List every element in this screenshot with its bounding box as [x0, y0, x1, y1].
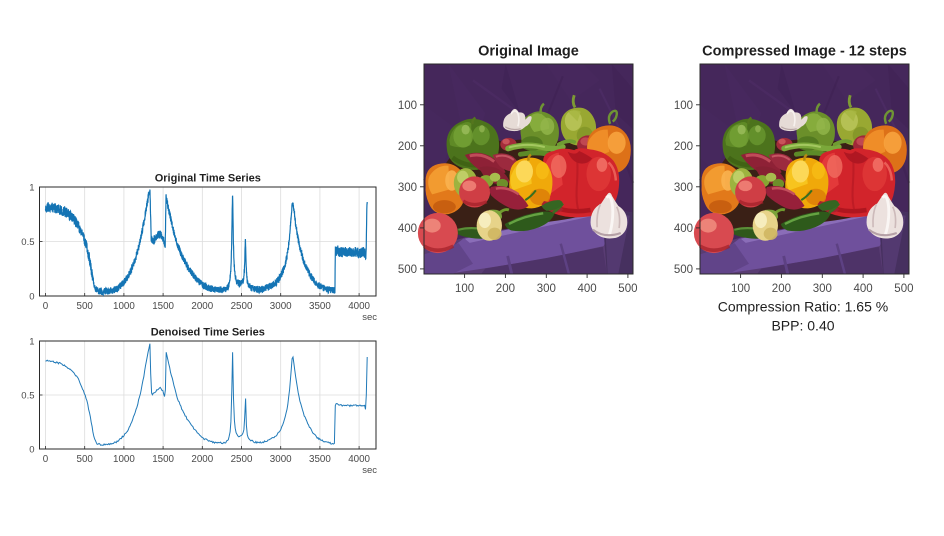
svg-text:200: 200: [772, 283, 791, 295]
svg-text:Compression Ratio: 1.65 %: Compression Ratio: 1.65 %: [718, 299, 888, 315]
svg-text:0: 0: [29, 292, 34, 303]
svg-text:3500: 3500: [309, 301, 331, 312]
svg-text:300: 300: [398, 182, 417, 194]
svg-text:3500: 3500: [309, 454, 331, 465]
svg-text:300: 300: [537, 283, 556, 295]
svg-text:400: 400: [854, 283, 873, 295]
svg-text:300: 300: [674, 182, 693, 194]
svg-text:Original Time Series: Original Time Series: [155, 173, 261, 185]
svg-text:4000: 4000: [348, 301, 370, 312]
svg-text:500: 500: [398, 264, 417, 276]
svg-text:500: 500: [894, 283, 913, 295]
svg-text:0: 0: [43, 301, 49, 312]
svg-text:400: 400: [674, 223, 693, 235]
svg-text:Denoised Time Series: Denoised Time Series: [151, 327, 265, 339]
svg-text:0: 0: [43, 454, 49, 465]
svg-text:2500: 2500: [231, 454, 253, 465]
svg-text:200: 200: [398, 141, 417, 153]
svg-text:Compressed Image - 12 steps: Compressed Image - 12 steps: [702, 44, 907, 60]
svg-text:400: 400: [398, 223, 417, 235]
svg-text:2500: 2500: [231, 301, 253, 312]
svg-text:Original Image: Original Image: [478, 44, 579, 60]
svg-text:sec: sec: [362, 312, 377, 323]
svg-text:1: 1: [29, 183, 34, 194]
svg-text:500: 500: [618, 283, 637, 295]
svg-text:0: 0: [29, 445, 34, 456]
svg-text:300: 300: [813, 283, 832, 295]
svg-text:200: 200: [496, 283, 515, 295]
svg-text:100: 100: [398, 100, 417, 112]
svg-text:1500: 1500: [152, 301, 174, 312]
svg-text:200: 200: [674, 141, 693, 153]
svg-text:BPP: 0.40: BPP: 0.40: [771, 318, 834, 334]
svg-text:2000: 2000: [191, 454, 213, 465]
svg-text:1000: 1000: [113, 454, 135, 465]
svg-text:4000: 4000: [348, 454, 370, 465]
svg-text:100: 100: [674, 100, 693, 112]
svg-text:1: 1: [29, 337, 34, 348]
svg-text:3000: 3000: [270, 301, 292, 312]
svg-text:sec: sec: [362, 465, 377, 476]
svg-text:1000: 1000: [113, 301, 135, 312]
svg-text:1500: 1500: [152, 454, 174, 465]
svg-text:500: 500: [77, 454, 94, 465]
svg-text:0.5: 0.5: [21, 237, 34, 248]
svg-text:100: 100: [455, 283, 474, 295]
svg-text:0.5: 0.5: [21, 391, 34, 402]
svg-text:500: 500: [674, 264, 693, 276]
svg-text:100: 100: [731, 283, 750, 295]
svg-text:500: 500: [77, 301, 94, 312]
svg-text:2000: 2000: [191, 301, 213, 312]
svg-text:3000: 3000: [270, 454, 292, 465]
svg-text:400: 400: [578, 283, 597, 295]
